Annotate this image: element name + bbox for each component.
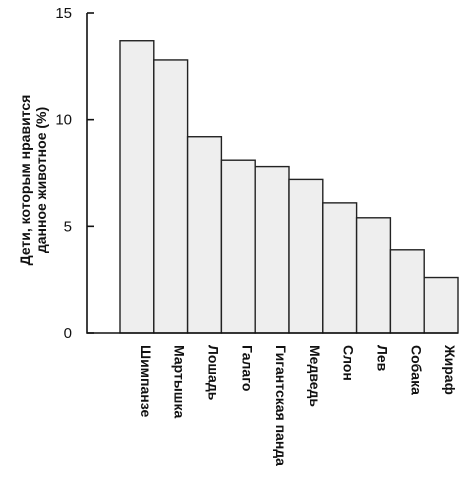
bar-4: [220, 159, 256, 334]
bar-1: [119, 40, 155, 334]
y-axis-title-line-2: данное животное (%): [33, 107, 49, 253]
bar-9: [389, 249, 425, 334]
bars: [119, 40, 459, 334]
x-category-label: Лошадь: [206, 345, 222, 401]
bar-5: [254, 165, 290, 334]
y-tick-label: 10: [55, 112, 72, 129]
x-category-labels: Шимпанзе Мартышка Лошадь Галаго Гигантская п…: [138, 344, 458, 466]
x-category-label: Жираф: [442, 344, 458, 395]
y-axis-title-line-1: Дети, которым нравится: [17, 95, 33, 266]
y-axis-title: Дети, которым нравится данное животное (…: [17, 95, 49, 266]
y-tick-label: 0: [64, 325, 72, 342]
bar-10: [423, 276, 459, 334]
x-category-label: Шимпанзе: [138, 345, 154, 418]
bar-2: [153, 59, 189, 334]
x-category-label: Собака: [408, 345, 424, 395]
bar-7: [322, 202, 358, 334]
y-tick-label: 5: [64, 218, 72, 235]
x-category-label: Слон: [341, 345, 357, 381]
x-category-label: Мартышка: [172, 345, 188, 418]
y-ticks: 0 5 10 15: [55, 5, 94, 342]
bar-6: [288, 178, 324, 334]
y-tick-label: 15: [55, 5, 72, 22]
x-category-label: Гигантская панда: [273, 345, 289, 466]
bar-3: [186, 136, 223, 334]
bar-8: [355, 217, 392, 334]
x-category-label: Галаго: [239, 345, 255, 391]
x-category-label: Медведь: [307, 345, 323, 407]
x-category-label: Лев: [375, 345, 391, 372]
